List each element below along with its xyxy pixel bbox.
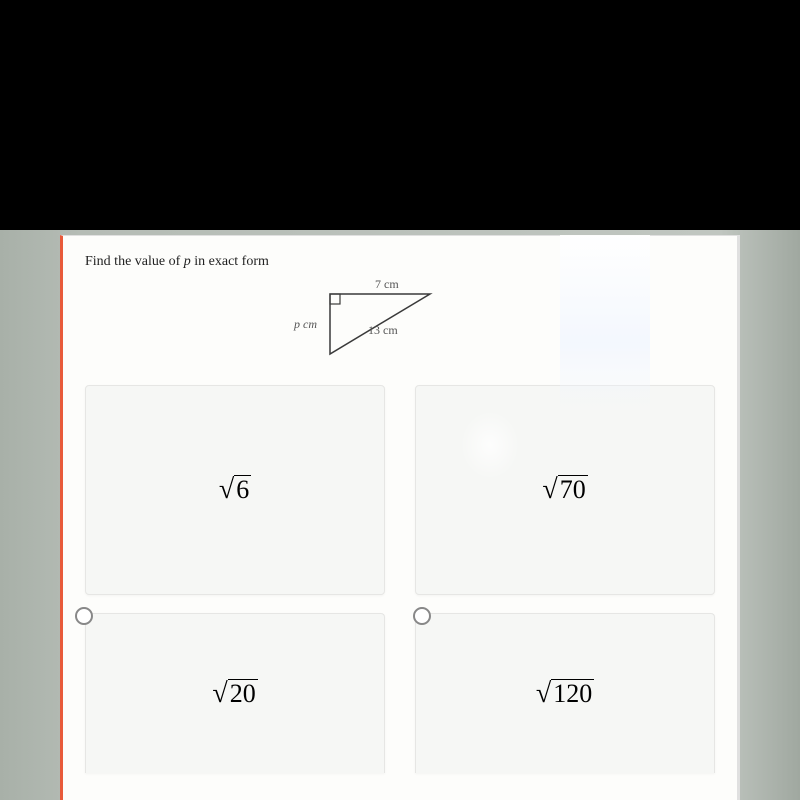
question-text-prefix: Find the value of: [85, 254, 184, 269]
answer-options-grid: √6 √70 √20 √120: [85, 385, 715, 773]
triangle-left-label: p cm: [293, 317, 317, 331]
option-card-b[interactable]: √70: [415, 385, 715, 595]
question-prompt: Find the value of p in exact form: [85, 254, 715, 270]
triangle-svg: 7 cm p cm 13 cm: [290, 276, 510, 371]
question-text-suffix: in exact form: [191, 254, 269, 269]
question-variable: p: [184, 254, 191, 269]
radio-option-b[interactable]: [413, 607, 431, 625]
sqrt-symbol: √: [219, 474, 234, 505]
option-b-value: √70: [542, 474, 587, 506]
option-a-value: √6: [219, 474, 251, 506]
sqrt-arg-d: 120: [551, 679, 594, 709]
option-c-value: √20: [212, 678, 257, 710]
sqrt-arg-a: 6: [234, 475, 251, 505]
radio-option-a[interactable]: [75, 607, 93, 625]
triangle-diagram: 7 cm p cm 13 cm: [85, 276, 715, 371]
option-card-a[interactable]: √6: [85, 385, 385, 595]
sqrt-symbol: √: [542, 474, 557, 505]
triangle-top-label: 7 cm: [375, 277, 399, 291]
black-letterbox: [0, 0, 800, 230]
worksheet-page: Find the value of p in exact form 7 cm p…: [60, 235, 740, 800]
sqrt-symbol: √: [212, 678, 227, 709]
sqrt-arg-b: 70: [558, 475, 588, 505]
option-card-d[interactable]: √120: [415, 613, 715, 773]
triangle-hyp-label: 13 cm: [368, 323, 398, 337]
option-card-c[interactable]: √20: [85, 613, 385, 773]
sqrt-symbol: √: [536, 678, 551, 709]
right-angle-marker: [330, 294, 340, 304]
option-d-value: √120: [536, 678, 594, 710]
sqrt-arg-c: 20: [228, 679, 258, 709]
